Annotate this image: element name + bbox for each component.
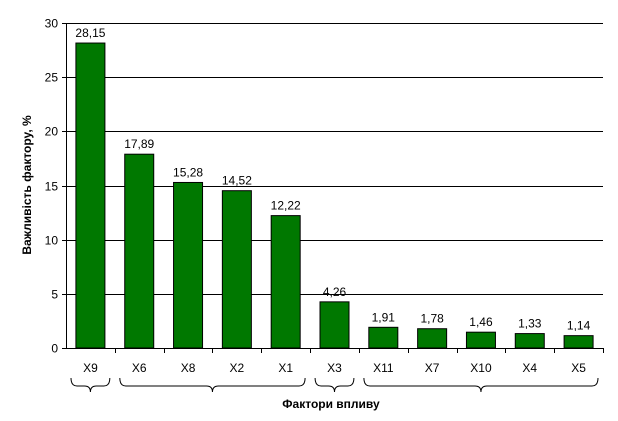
data-label: 14,52	[222, 174, 252, 188]
x-tick-labels: X9 X6 X8 X2 X1 X3 X11 X7 X10 X4 X5	[83, 361, 586, 375]
x-axis-title: Фактори впливу	[282, 397, 380, 411]
group-braces	[70, 377, 599, 393]
bar	[417, 328, 448, 349]
data-label: 1,78	[420, 312, 444, 326]
bar	[270, 215, 301, 349]
y-tick-label: 5	[51, 288, 58, 302]
y-tick-label: 0	[51, 342, 58, 356]
bar	[221, 190, 252, 349]
gridlines	[66, 23, 603, 295]
data-label: 12,22	[271, 199, 301, 213]
y-tick-labels: 0 5 10 15 20 25 30	[45, 17, 59, 356]
bar	[368, 326, 399, 349]
data-label: 1,14	[567, 319, 591, 333]
data-label: 1,33	[518, 317, 542, 331]
x-tick-label: X3	[327, 361, 342, 375]
bar	[124, 153, 155, 349]
group-brace	[314, 377, 355, 393]
group-brace	[363, 377, 599, 393]
y-tick-label: 10	[45, 234, 59, 248]
x-tick-label: X4	[522, 361, 537, 375]
data-label: 28,15	[75, 26, 105, 40]
bar	[514, 333, 545, 349]
bar	[563, 335, 594, 349]
bar	[319, 301, 350, 349]
x-tick-label: X9	[83, 361, 98, 375]
axes	[62, 23, 604, 353]
y-tick-label: 25	[45, 71, 59, 85]
x-tick-label: X1	[278, 361, 293, 375]
group-brace	[119, 377, 306, 393]
bar	[173, 181, 204, 349]
x-tick-label: X2	[230, 361, 245, 375]
x-tick-label: X5	[571, 361, 586, 375]
bar	[75, 42, 106, 349]
data-label: 1,91	[372, 310, 396, 324]
y-tick-label: 20	[45, 125, 59, 139]
group-brace	[70, 377, 111, 393]
y-tick-label: 15	[45, 180, 59, 194]
y-tick-label: 30	[45, 17, 59, 31]
bars	[75, 42, 594, 349]
data-label: 17,89	[124, 137, 154, 151]
x-tick-label: X6	[132, 361, 147, 375]
bar	[465, 331, 496, 349]
x-tick-label: X10	[470, 361, 492, 375]
data-labels: 28,15 17,89 15,28 14,52 12,22 4,26 1,91 1,78 1,4…	[75, 26, 590, 333]
x-tick-label: X8	[181, 361, 196, 375]
x-tick-label: X11	[373, 361, 394, 375]
data-label: 4,26	[323, 285, 347, 299]
data-label: 15,28	[173, 165, 203, 179]
y-axis-title: Важливість фактору, %	[20, 115, 34, 255]
x-tick-label: X7	[425, 361, 440, 375]
data-label: 1,46	[469, 315, 493, 329]
